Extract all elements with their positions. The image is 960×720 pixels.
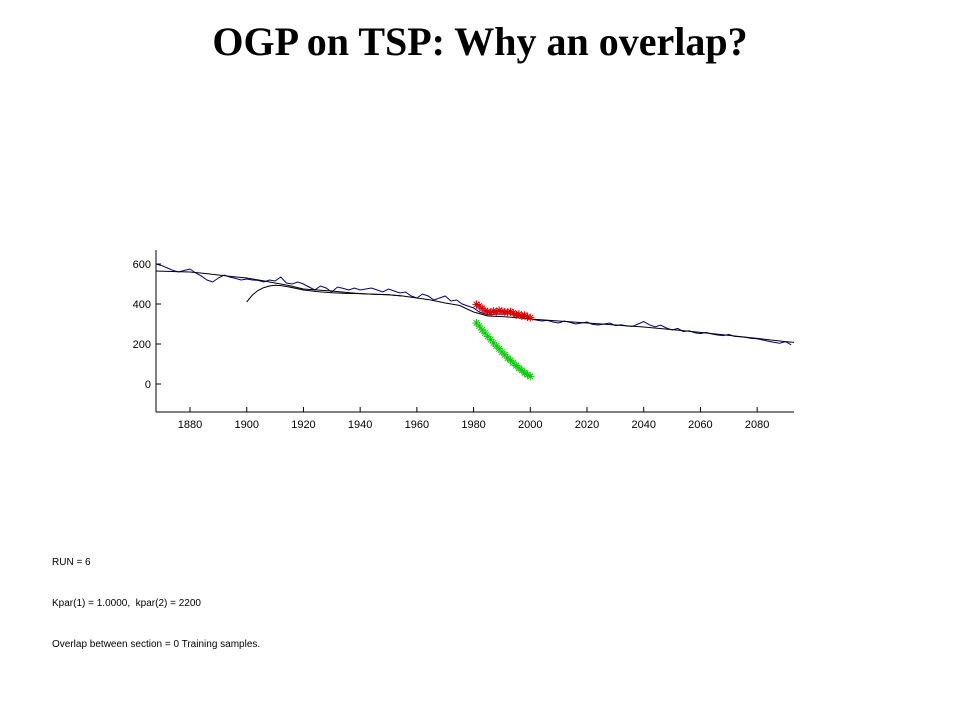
y-tick-label: 200 [133,339,151,351]
star-marker [509,309,518,317]
star-marker [497,348,506,356]
star-marker [520,311,529,320]
series-markers-4 [472,319,535,381]
star-marker [500,350,509,359]
star-marker [480,307,489,315]
star-marker [489,339,498,347]
y-tick-label: 600 [133,259,151,271]
series-line-2 [246,284,403,303]
page-title: OGP on TSP: Why an overlap? [212,19,748,64]
x-tick-label: 1880 [178,419,202,431]
star-marker [495,344,504,353]
x-tick-label: 1980 [461,419,485,431]
star-marker [483,332,492,341]
star-marker [480,329,489,337]
star-marker [475,322,484,330]
star-marker [495,306,504,315]
y-tick-label: 400 [133,299,151,311]
y-tick-label: 0 [145,379,151,391]
series-line-1 [155,270,795,343]
x-tick-label: 2080 [745,419,769,431]
star-marker [497,307,506,316]
overlap-note: Overlap between section = 0 Training sam… [52,639,261,650]
star-marker [517,312,526,320]
x-tick-label: 2060 [688,419,712,431]
star-marker [526,372,535,381]
star-marker [478,326,487,334]
star-marker [520,368,529,377]
star-marker [492,342,501,350]
x-tick-label: 1920 [291,419,315,431]
x-tick-label: 1940 [348,419,372,431]
x-tick-label: 2040 [631,419,655,431]
run-note: RUN = 6 [52,557,91,568]
star-marker [489,307,498,315]
star-marker [503,308,512,317]
star-marker [526,313,535,322]
x-tick-label: 1900 [234,419,258,431]
star-marker [492,308,501,316]
kpar-note: Kpar(1) = 1.0000, kpar(2) = 2200 [52,598,201,609]
star-marker [523,370,532,379]
series-markers-3 [472,300,535,322]
x-tick-label: 2020 [575,419,599,431]
x-tick-label: 2000 [518,419,542,431]
x-tick-label: 1960 [405,419,429,431]
star-marker [483,307,492,316]
star-marker [506,307,515,316]
star-marker [472,319,481,327]
star-marker [486,335,495,344]
star-marker [472,300,481,309]
star-marker [486,308,495,317]
star-marker [523,313,532,321]
star-marker [512,311,521,319]
star-marker [514,310,523,318]
